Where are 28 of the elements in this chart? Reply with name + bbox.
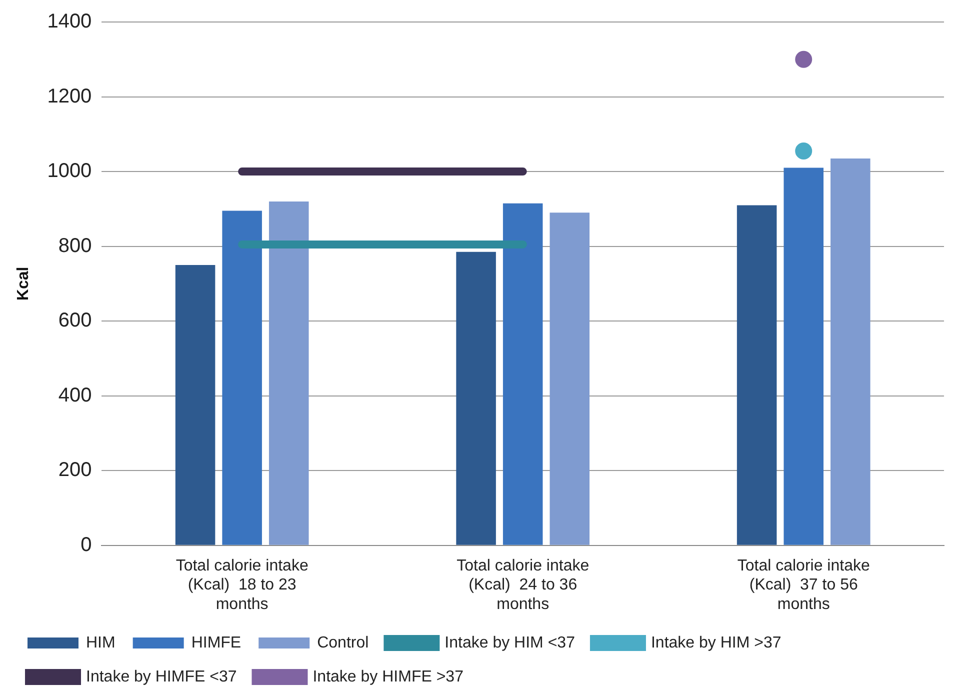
x-tick-label: Total calorie intake (Kcal) 24 to 36 months (456, 557, 590, 613)
x-tick-label: Total calorie intake (Kcal) 37 to 56 months (737, 557, 870, 613)
legend-label: Intake by HIMFE >37 (312, 668, 464, 686)
legend-label: Control (317, 634, 369, 652)
bar (550, 212, 590, 545)
y-axis-title: Kcal (15, 266, 32, 301)
y-tick-label: 1200 (47, 85, 92, 108)
y-tick-label: 0 (80, 534, 92, 556)
bar (456, 252, 496, 545)
y-tick-label: 1000 (47, 160, 92, 182)
bar (784, 168, 824, 545)
legend-label: Intake by HIMFE <37 (86, 668, 237, 686)
y-tick-label: 400 (58, 384, 92, 406)
legend-label: HIMFE (191, 634, 242, 652)
bar (830, 158, 870, 545)
legend-label: HIM (86, 634, 116, 652)
x-tick-label: Total calorie intake (Kcal) 18 to 23 months (176, 557, 308, 613)
y-tick-label: 200 (58, 459, 92, 482)
y-tick-label: 1400 (47, 10, 92, 33)
y-tick-label: 600 (58, 310, 92, 332)
bar (222, 210, 262, 545)
bar (175, 265, 216, 545)
bar (268, 201, 309, 545)
y-tick-label: 800 (58, 234, 92, 257)
legend-label: Intake by HIM <37 (444, 634, 576, 652)
bar (502, 203, 543, 545)
legend-label: Intake by HIM >37 (650, 634, 782, 652)
bar (736, 205, 777, 545)
